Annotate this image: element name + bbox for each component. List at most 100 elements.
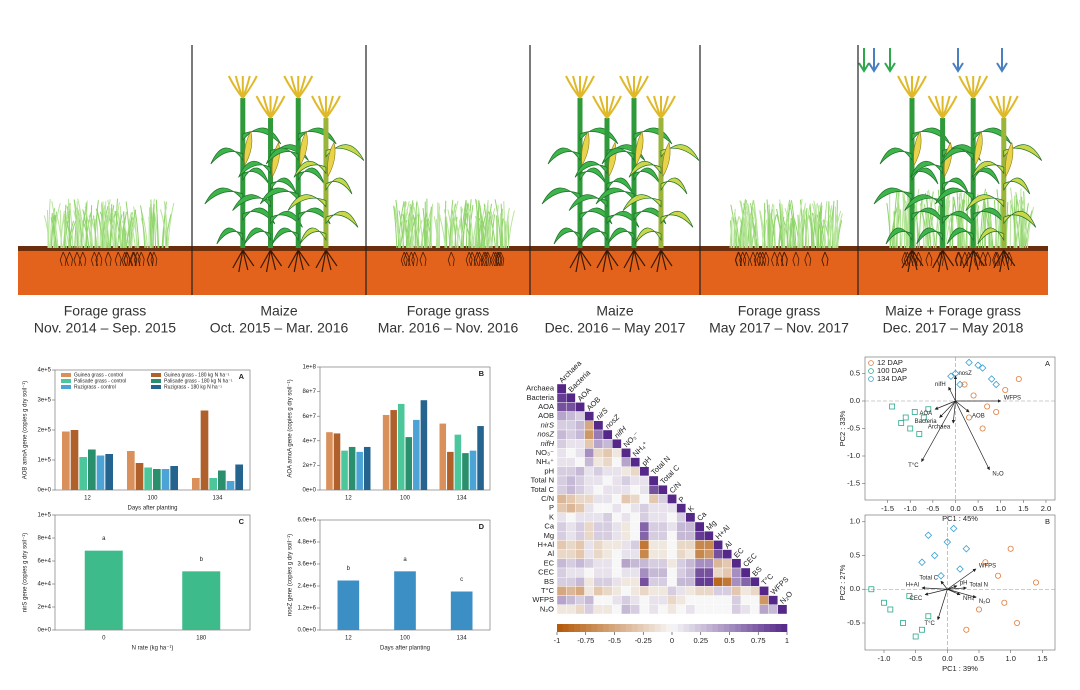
correlation-cell xyxy=(602,604,613,615)
colorbar-segment xyxy=(723,624,730,632)
correlation-cell xyxy=(556,567,567,578)
loading-arrow xyxy=(947,588,977,599)
correlation-cell xyxy=(658,577,668,587)
maize-roots xyxy=(232,249,255,273)
loading-label: N₂O xyxy=(979,599,991,605)
grass-blade xyxy=(823,201,828,249)
correlation-cell xyxy=(639,475,650,486)
maize-tassel xyxy=(325,95,341,119)
correlation-cell xyxy=(602,466,613,477)
point xyxy=(918,558,926,567)
grass-blade xyxy=(408,216,414,249)
root xyxy=(114,251,122,267)
grass-blade xyxy=(111,208,118,249)
correlation-cell xyxy=(713,604,723,615)
bar xyxy=(144,467,152,490)
maize-leaf xyxy=(265,147,299,165)
correlation-cell xyxy=(566,531,576,541)
correlation-cell xyxy=(612,586,622,596)
grass-blade xyxy=(733,208,736,249)
maize-leaf xyxy=(204,187,244,205)
grass-blade xyxy=(1013,207,1021,249)
point xyxy=(868,586,875,593)
legend-label: Palisade grass - control xyxy=(74,378,126,384)
plot-frame xyxy=(864,514,1056,651)
colorbar-segment xyxy=(654,624,661,632)
grass-blade xyxy=(51,208,56,249)
y-tick-label: -1.0 xyxy=(847,451,860,460)
period-crop: Forage grass xyxy=(64,303,146,319)
maize-ear xyxy=(1005,141,1014,178)
correlation-cell xyxy=(740,604,751,615)
correlation-cell xyxy=(704,549,714,559)
correlation-cell xyxy=(566,512,576,523)
maize-leaf xyxy=(242,167,270,185)
maize-ear xyxy=(662,141,671,178)
grass-blade xyxy=(751,204,759,249)
correlation-cell xyxy=(584,457,594,468)
maize-leaf xyxy=(259,187,299,205)
soil-surface xyxy=(18,246,1048,251)
maize-roots xyxy=(287,249,310,273)
bar xyxy=(469,450,477,490)
correlation-cell xyxy=(694,604,705,615)
point xyxy=(889,403,896,410)
row-label: pH xyxy=(544,466,554,475)
grass-blade xyxy=(85,202,88,249)
correlation-cell xyxy=(658,521,668,532)
bar xyxy=(462,453,469,490)
y-tick-label: 0.0 xyxy=(850,396,860,405)
loading-label: T°C xyxy=(908,463,919,469)
x-tick-label: 0.0 xyxy=(950,504,960,513)
correlation-cell xyxy=(658,595,668,605)
maize-roots xyxy=(901,249,924,273)
grass-blade xyxy=(397,201,405,249)
grass-blade xyxy=(393,205,398,249)
grass-blade xyxy=(416,200,424,249)
correlation-cell xyxy=(667,558,677,569)
point xyxy=(900,620,906,626)
correlation-cell xyxy=(602,485,613,495)
correlation-cell xyxy=(676,503,686,514)
bar xyxy=(182,571,221,630)
correlation-cell xyxy=(575,429,585,440)
maize-leaf xyxy=(325,210,359,228)
correlation-cell xyxy=(658,549,668,559)
x-tick-label: 1.0 xyxy=(1005,654,1015,663)
maize-leaf xyxy=(271,227,299,245)
grass-blade xyxy=(150,199,153,249)
grass-blade xyxy=(60,210,65,249)
correlation-cell xyxy=(777,604,788,615)
correlation-cell xyxy=(759,604,769,615)
correlation-cell xyxy=(556,485,567,495)
grass-blade xyxy=(836,216,839,249)
correlation-cell xyxy=(722,567,732,578)
correlation-cell xyxy=(612,466,622,477)
correlation-cell xyxy=(713,558,723,569)
maize-leaf xyxy=(911,167,939,185)
maize-leaf xyxy=(972,167,1000,185)
colorbar-tick-label: 1 xyxy=(785,636,789,645)
root xyxy=(821,251,829,267)
panel-letter: C xyxy=(239,517,245,526)
correlation-cell xyxy=(593,558,604,569)
maize-leaf xyxy=(325,177,353,195)
loading-label: WFPS xyxy=(979,564,996,570)
colorbar-segment xyxy=(603,624,610,632)
correlation-cell xyxy=(593,586,604,596)
correlation-cell xyxy=(593,494,604,504)
grass-blade xyxy=(450,204,456,249)
correlation-cell xyxy=(750,586,760,596)
grass-blade xyxy=(935,205,940,249)
panel-letter: A xyxy=(239,372,245,381)
period-dates: May 2017 – Nov. 2017 xyxy=(709,320,849,336)
grass-blade xyxy=(430,203,434,249)
root xyxy=(925,251,933,267)
correlation-cell xyxy=(566,411,576,422)
correlation-cell xyxy=(602,586,613,596)
y-tick-label: -0.5 xyxy=(847,618,860,627)
point xyxy=(925,406,932,413)
maize-leaf xyxy=(210,147,244,165)
correlation-cell xyxy=(556,475,567,486)
grass-blade xyxy=(828,205,835,249)
